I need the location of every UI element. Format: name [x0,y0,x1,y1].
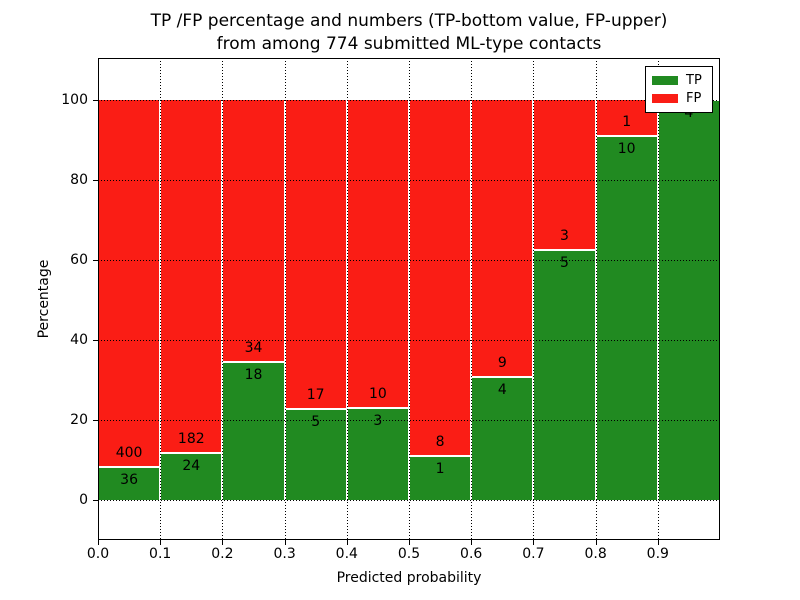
x-tick-label: 0.8 [584,546,607,562]
bar-segment-fp [222,100,285,362]
bar-segment-tp [657,100,720,500]
x-tick-mark [222,540,224,545]
fp-count-label: 17 [306,387,325,404]
tp-count-label: 10 [617,141,636,158]
bar-segment-fp [160,100,223,454]
x-tick-mark [160,540,162,545]
x-tick-label: 0.1 [149,546,172,562]
bar-segment-fp [533,100,596,250]
x-tick-mark [533,540,535,545]
bar-segment-tp [160,453,223,500]
bar-segment-fp [409,100,472,456]
y-axis-label: Percentage [36,259,52,339]
x-gridline [409,58,410,540]
x-tick-mark [657,540,659,545]
bar-segment-fp [98,100,161,467]
fp-count-label: 10 [368,385,387,402]
fp-count-label: 1 [622,114,632,131]
x-gridline [471,58,473,540]
x-gridline [160,58,162,540]
x-tick-label: 0.5 [397,546,421,562]
x-tick-label: 0.9 [646,546,669,562]
y-tick-label: 0 [79,492,88,508]
tp-color-swatch [652,76,678,85]
tp-count-label: 24 [182,458,201,475]
fp-count-label: 8 [435,433,445,450]
y-tick-mark [93,340,98,341]
fp-count-label: 400 [115,444,143,461]
y-tick-mark [93,180,98,181]
y-tick-mark [93,420,98,421]
bar-segment-fp [284,100,347,410]
legend: TP FP [645,66,713,113]
chart-title-line2: from among 774 submitted ML-type contact… [216,34,602,54]
x-tick-mark [284,540,286,545]
x-tick-label: 0.0 [86,546,110,562]
tp-count-label: 36 [120,471,139,488]
legend-label-fp: FP [686,91,702,106]
x-tick-mark [346,540,348,545]
bar-segment-tp [98,466,161,500]
bar-segment-tp [595,136,658,500]
x-axis-label: Predicted probability [336,570,482,586]
x-tick-label: 0.4 [335,546,358,562]
legend-label-tp: TP [686,73,702,88]
x-tick-mark [409,540,410,545]
x-tick-label: 0.6 [460,546,483,562]
x-tick-label: 0.2 [211,546,234,562]
y-tick-label: 60 [70,252,88,268]
legend-entry-fp: FP [652,92,706,105]
bar-segment-tp [471,376,534,500]
x-gridline [657,58,659,540]
chart-title: TP /FP percentage and numbers (TP-bottom… [98,10,720,56]
chart-title-line1: TP /FP percentage and numbers (TP-bottom… [150,11,668,31]
y-tick-mark [93,500,98,501]
x-tick-mark [595,540,597,545]
tp-count-label: 18 [244,366,263,383]
bar-segment-tp [533,250,596,500]
fp-count-label: 9 [497,354,507,371]
tp-count-label: 5 [560,255,569,271]
y-tick-label: 40 [70,332,88,348]
bar-segment-fp [471,100,534,377]
x-gridline [595,58,597,540]
x-gridline [284,58,286,540]
fp-count-label: 182 [177,431,205,448]
bar-segment-tp [409,455,472,500]
fp-count-label: 34 [244,339,263,356]
bar-segment-tp [284,409,347,500]
y-tick-mark [93,100,98,101]
x-gridline [346,58,348,540]
x-gridline [222,58,224,540]
y-tick-mark [93,260,98,261]
y-tick-label: 80 [70,172,88,188]
tp-count-label: 4 [497,381,507,398]
bar-segment-fp [346,100,409,408]
x-tick-label: 0.3 [273,546,296,562]
y-tick-label: 20 [70,412,88,428]
plot-area: 400 36 182 24 34 18 17 5 10 3 8 1 9 4 3 5 1 10 4 [98,58,720,540]
legend-entry-tp: TP [652,74,706,87]
x-tick-mark [98,540,99,545]
tp-count-label: 1 [435,460,445,477]
x-gridline [533,58,535,540]
fp-color-swatch [652,94,678,103]
fp-count-label: 3 [560,228,569,244]
y-tick-label: 100 [61,92,88,108]
tp-count-label: 3 [373,412,383,429]
x-tick-mark [471,540,473,545]
tp-count-label: 5 [311,414,321,431]
x-tick-label: 0.7 [522,546,545,562]
tp-count-label: 4 [684,105,694,121]
